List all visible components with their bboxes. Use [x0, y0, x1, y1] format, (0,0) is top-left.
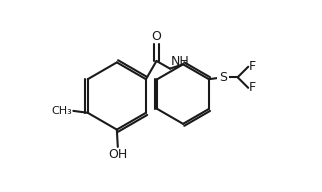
Text: S: S	[219, 71, 227, 84]
Text: F: F	[249, 81, 256, 94]
Text: CH₃: CH₃	[52, 106, 72, 116]
Text: OH: OH	[108, 148, 128, 161]
Text: NH: NH	[171, 55, 190, 68]
Text: F: F	[249, 60, 256, 73]
Text: O: O	[152, 30, 161, 43]
